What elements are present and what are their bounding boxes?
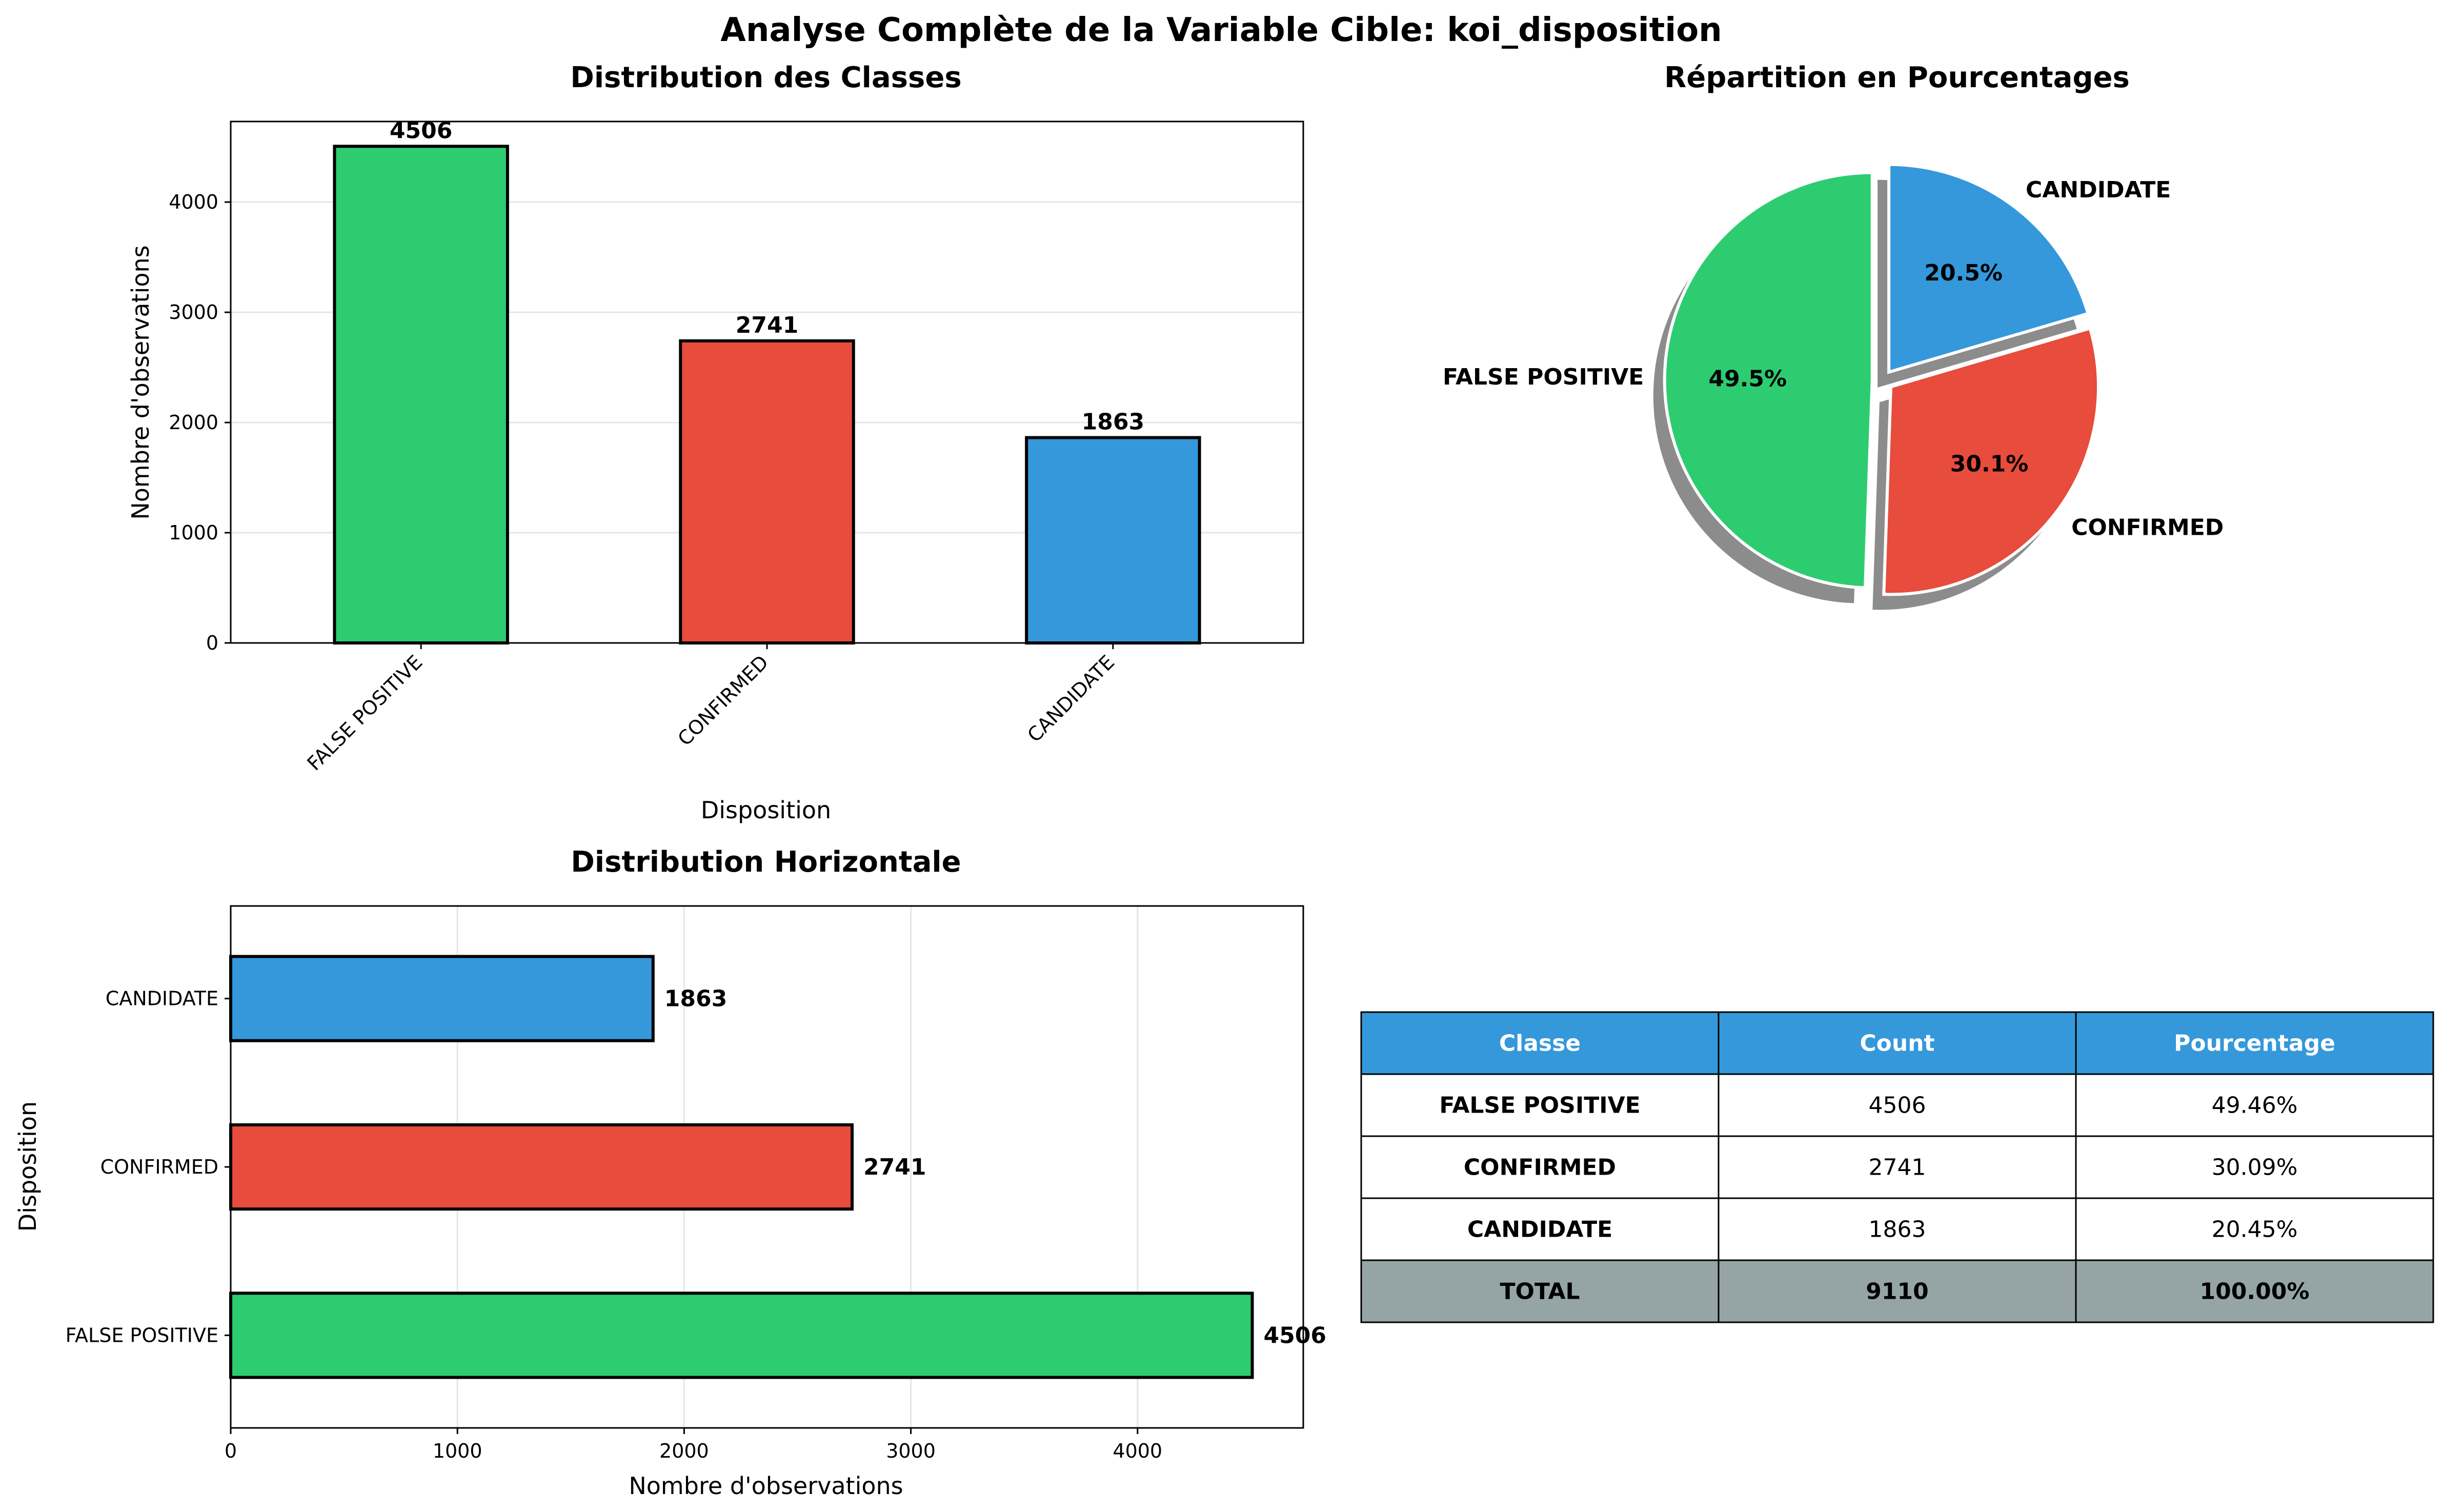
bar-chart-xlabel: Disposition bbox=[701, 796, 831, 824]
table-cell bbox=[1718, 1135, 2077, 1199]
pie-pct-label: 20.5% bbox=[1924, 260, 2003, 286]
bar-chart-xtick-label: CANDIDATE bbox=[1023, 651, 1119, 747]
bar-chart-xtick-label: CONFIRMED bbox=[673, 651, 773, 750]
table-header-label: Classe bbox=[1499, 1031, 1581, 1057]
pie-slice-label: FALSE POSITIVE bbox=[1443, 364, 1644, 390]
hbar-chart-ylabel: Disposition bbox=[14, 1101, 42, 1232]
table-cell bbox=[2075, 1197, 2434, 1261]
pie-pct-label: 49.5% bbox=[1708, 366, 1787, 392]
table-cell bbox=[2075, 1135, 2434, 1199]
hbar-value-label: 2741 bbox=[863, 1154, 926, 1180]
bar-chart-xtick-label: FALSE POSITIVE bbox=[302, 651, 427, 775]
hbar-chart-ytick-label: FALSE POSITIVE bbox=[66, 1324, 218, 1346]
figure-suptitle: Analyse Complète de la Variable Cible: k… bbox=[720, 11, 1722, 49]
table-cell-text: 9110 bbox=[1866, 1279, 1928, 1305]
table-cell bbox=[1360, 1073, 1720, 1137]
table-cell bbox=[1360, 1135, 1720, 1199]
table-cell-text: 20.45% bbox=[2212, 1217, 2298, 1243]
bar-chart-ytick-label: 1000 bbox=[169, 521, 218, 544]
table-cell-text: 4506 bbox=[1869, 1093, 1926, 1119]
hbar-chart-xtick-label: 0 bbox=[225, 1440, 237, 1462]
table-cell-text: 1863 bbox=[1869, 1217, 1926, 1243]
table-cell-text: CANDIDATE bbox=[1467, 1217, 1612, 1243]
pie-slice-label: CONFIRMED bbox=[2071, 514, 2224, 540]
hbar-chart-xtick-label: 4000 bbox=[1113, 1440, 1162, 1462]
table-cell bbox=[2075, 1073, 2434, 1137]
pie-slice-candidate bbox=[1887, 163, 2090, 374]
table-total-cell bbox=[1360, 1259, 1720, 1323]
table-total-cell bbox=[2075, 1259, 2434, 1323]
bar-chart-ytick-label: 2000 bbox=[169, 411, 218, 434]
table-cell-text: TOTAL bbox=[1500, 1279, 1580, 1305]
pie-slice-label: CANDIDATE bbox=[2026, 177, 2171, 203]
summary-table: Classe Count Pourcentage FALSE POSITIVE 4506… bbox=[1360, 1011, 2434, 1323]
table-cell bbox=[1360, 1197, 1720, 1261]
table-header-cell bbox=[1718, 1011, 2077, 1075]
hbar-candidate bbox=[229, 955, 655, 1042]
bar-false-positive bbox=[333, 145, 509, 645]
hbar-chart-ytick-label: CONFIRMED bbox=[100, 1156, 218, 1178]
hbar-confirmed bbox=[229, 1123, 854, 1211]
bar-chart-ytick-label: 0 bbox=[206, 632, 218, 654]
table-cell-text: 49.46% bbox=[2212, 1093, 2298, 1119]
bar-confirmed bbox=[679, 339, 855, 644]
table-header-label: Pourcentage bbox=[2174, 1031, 2335, 1057]
hbar-chart-xlabel: Nombre d'observations bbox=[629, 1472, 903, 1500]
hbar-value-label: 1863 bbox=[664, 986, 727, 1012]
table-cell-text: FALSE POSITIVE bbox=[1439, 1093, 1640, 1119]
hbar-chart-panel: Distribution Horizontale 4506 2741 1863 0 1… bbox=[14, 845, 1326, 1500]
hbar-chart-xtick-label: 3000 bbox=[886, 1440, 936, 1462]
pie-slice-confirmed bbox=[1882, 326, 2101, 596]
hbar-value-label: 4506 bbox=[1264, 1322, 1326, 1348]
hbar-chart-ytick-label: CANDIDATE bbox=[106, 987, 218, 1010]
bar-chart-ytick-label: 3000 bbox=[169, 301, 218, 324]
pie-pct-label: 30.1% bbox=[1950, 451, 2029, 477]
pie-chart-title: Répartition en Pourcentages bbox=[1664, 61, 2130, 94]
table-cell-text: 30.09% bbox=[2212, 1155, 2298, 1181]
bar-chart-ylabel: Nombre d'observations bbox=[127, 245, 154, 519]
table-cell-text: 2741 bbox=[1869, 1155, 1926, 1181]
table-header-label: Count bbox=[1860, 1031, 1934, 1057]
table-cell-text: CONFIRMED bbox=[1464, 1155, 1616, 1181]
hbar-false-positive bbox=[229, 1292, 1254, 1379]
bar-chart-title: Distribution des Classes bbox=[570, 61, 961, 94]
bar-chart-ytick-label: 4000 bbox=[169, 191, 218, 213]
hbar-chart-xtick-label: 1000 bbox=[433, 1440, 482, 1462]
table-cell-text: 100.00% bbox=[2200, 1279, 2310, 1305]
hbar-chart-xtick-label: 2000 bbox=[659, 1440, 709, 1462]
table-cell bbox=[1718, 1197, 2077, 1261]
pie-slice-false-positive bbox=[1663, 171, 1874, 590]
bar-value-label: 1863 bbox=[1082, 409, 1144, 435]
bar-candidate bbox=[1025, 436, 1201, 644]
hbar-chart-title: Distribution Horizontale bbox=[571, 845, 961, 879]
bar-value-label: 2741 bbox=[736, 312, 798, 338]
pie-chart-panel: Répartition en Pourcentages 49.5% FALSE P… bbox=[1443, 61, 2224, 610]
